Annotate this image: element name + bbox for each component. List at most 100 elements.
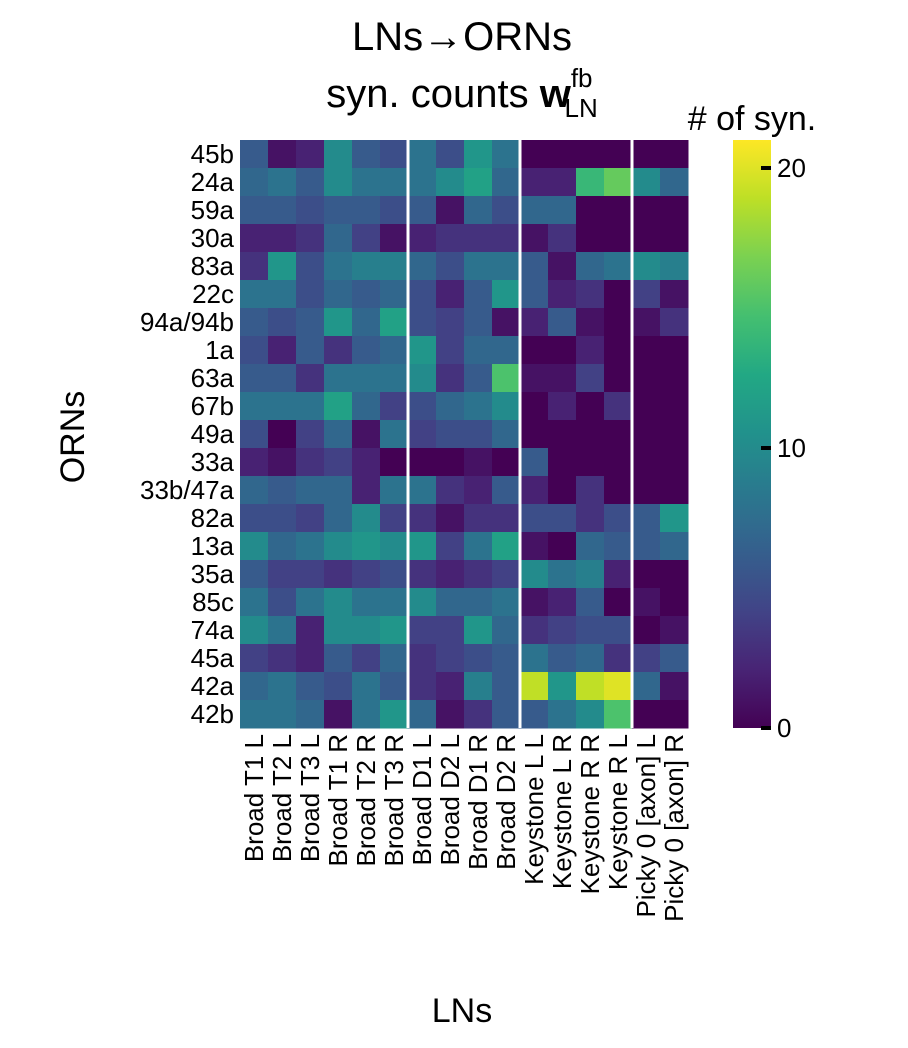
heatmap-cell [548,280,577,309]
heatmap-cell [296,280,325,309]
heatmap-cell [576,504,605,533]
heatmap-cell [352,196,381,225]
heatmap-cell [352,364,381,393]
heatmap-cell [380,364,409,393]
subtitle-text: syn. counts [326,72,539,116]
heatmap-cell [240,448,269,477]
heatmap-cell [660,616,689,645]
heatmap-cell [296,560,325,589]
heatmap-cell [660,224,689,253]
x-tick-label: Picky 0 [axon] R [659,734,689,922]
heatmap-cell [604,644,633,673]
heatmap-cell [408,560,437,589]
heatmap-cell [464,700,493,729]
heatmap-cell [576,168,605,197]
heatmap-cell [520,588,549,617]
heatmap-cell [436,560,465,589]
heatmap-cell [520,224,549,253]
heatmap-cell [604,616,633,645]
heatmap-cell [464,308,493,337]
heatmap-cell [380,196,409,225]
heatmap-cell [324,476,353,505]
heatmap-cell [660,392,689,421]
heatmap-cell [408,616,437,645]
x-tick-label: Broad T1 R [323,734,353,866]
heatmap-cell [324,224,353,253]
heatmap-cell [492,700,521,729]
heatmap-cell [548,308,577,337]
heatmap-cell [268,700,297,729]
heatmap-cell [576,224,605,253]
heatmap-cell [520,252,549,281]
heatmap-cell [380,336,409,365]
heatmap-cell [660,672,689,701]
heatmap-cell [492,224,521,253]
heatmap-cell [296,644,325,673]
heatmap-cell [464,224,493,253]
heatmap-cell [520,392,549,421]
heatmap-cell [296,252,325,281]
heatmap-cell [240,588,269,617]
heatmap-cell [324,140,353,169]
heatmap-cell [604,672,633,701]
heatmap-cell [268,308,297,337]
heatmap-cell [296,476,325,505]
heatmap-cell [408,476,437,505]
heatmap-cell [576,448,605,477]
x-tick-label: Keystone R R [575,734,605,894]
heatmap-cell [520,336,549,365]
colorbar-tick-label: 20 [777,153,806,183]
colorbar-tick-label: 0 [777,713,791,743]
heatmap-cell [296,308,325,337]
heatmap-cell [436,140,465,169]
heatmap-cell [324,448,353,477]
x-tick-label: Broad D2 L [435,734,465,866]
heatmap-cell [268,140,297,169]
heatmap-cell [548,616,577,645]
heatmap-cell [604,308,633,337]
heatmap-cell [296,140,325,169]
heatmap-cell [632,336,661,365]
heatmap-cell [436,392,465,421]
heatmap-cell [240,140,269,169]
heatmap-cell [268,252,297,281]
y-tick-label: 45a [191,643,235,673]
heatmap-cell [604,420,633,449]
x-tick-label: Broad T1 L [239,734,269,862]
subtitle-subscript: LN [565,93,598,123]
heatmap-cell [604,252,633,281]
heatmap-cell [464,644,493,673]
chart-subtitle: syn. counts wfb LN [326,63,598,123]
y-tick-label: 82a [191,503,235,533]
heatmap-cell [296,224,325,253]
heatmap-cell [576,140,605,169]
heatmap-cell [660,364,689,393]
heatmap-cell [464,504,493,533]
heatmap-cell [380,224,409,253]
heatmap-cell [296,448,325,477]
heatmap-cell [520,280,549,309]
heatmap-cell [604,168,633,197]
heatmap-cell [632,616,661,645]
heatmap-cell [352,224,381,253]
heatmap-cell [520,140,549,169]
heatmap-cell [464,280,493,309]
heatmap-cell [408,140,437,169]
heatmap-cell [296,672,325,701]
heatmap-cell [380,448,409,477]
heatmap-cell [240,616,269,645]
heatmap-cell [436,588,465,617]
heatmap-cell [324,672,353,701]
heatmap-cell [548,532,577,561]
heatmap-cell [380,616,409,645]
heatmap-cell [576,476,605,505]
heatmap-cell [660,280,689,309]
heatmap-cell [296,336,325,365]
x-tick-label: Broad D1 R [463,734,493,870]
heatmap-cell [464,532,493,561]
heatmap-cell [632,308,661,337]
heatmap-cell [492,476,521,505]
heatmap-cell [660,308,689,337]
heatmap-cell [352,420,381,449]
